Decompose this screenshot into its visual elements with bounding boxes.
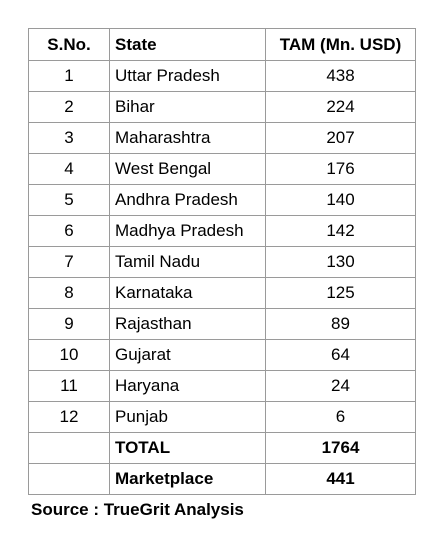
- table-row: 6 Madhya Pradesh 142: [28, 215, 416, 247]
- marketplace-row: Marketplace 441: [28, 463, 416, 495]
- cell-state: Madhya Pradesh: [109, 215, 266, 247]
- cell-tam: 142: [265, 215, 416, 247]
- cell-sno: 6: [28, 215, 110, 247]
- table-row: 1 Uttar Pradesh 438: [28, 60, 416, 92]
- cell-tam: 64: [265, 339, 416, 371]
- table-row: 2 Bihar 224: [28, 91, 416, 123]
- cell-sno: 9: [28, 308, 110, 340]
- table-header-row: S.No. State TAM (Mn. USD): [28, 28, 416, 61]
- cell-state: West Bengal: [109, 153, 266, 185]
- cell-state: Bihar: [109, 91, 266, 123]
- cell-tam: 6: [265, 401, 416, 433]
- table-row: 5 Andhra Pradesh 140: [28, 184, 416, 216]
- header-sno: S.No.: [28, 28, 110, 61]
- cell-sno: 2: [28, 91, 110, 123]
- table-row: 8 Karnataka 125: [28, 277, 416, 309]
- cell-state: Andhra Pradesh: [109, 184, 266, 216]
- cell-sno-empty: [28, 463, 110, 495]
- cell-tam: 207: [265, 122, 416, 154]
- cell-state: Tamil Nadu: [109, 246, 266, 278]
- cell-tam: 140: [265, 184, 416, 216]
- cell-state: Gujarat: [109, 339, 266, 371]
- cell-sno: 12: [28, 401, 110, 433]
- cell-tam: 24: [265, 370, 416, 402]
- table-row: 10 Gujarat 64: [28, 339, 416, 371]
- cell-tam: 438: [265, 60, 416, 92]
- cell-tam: 130: [265, 246, 416, 278]
- total-label: TOTAL: [109, 432, 266, 464]
- marketplace-value: 441: [265, 463, 416, 495]
- cell-sno: 1: [28, 60, 110, 92]
- cell-tam: 125: [265, 277, 416, 309]
- total-value: 1764: [265, 432, 416, 464]
- cell-tam: 176: [265, 153, 416, 185]
- cell-sno: 8: [28, 277, 110, 309]
- cell-state: Rajasthan: [109, 308, 266, 340]
- cell-tam: 89: [265, 308, 416, 340]
- cell-state: Uttar Pradesh: [109, 60, 266, 92]
- cell-sno: 10: [28, 339, 110, 371]
- table-row: 12 Punjab 6: [28, 401, 416, 433]
- header-tam: TAM (Mn. USD): [265, 28, 416, 61]
- table-row: 3 Maharashtra 207: [28, 122, 416, 154]
- cell-state: Maharashtra: [109, 122, 266, 154]
- table-row: 9 Rajasthan 89: [28, 308, 416, 340]
- table-row: 7 Tamil Nadu 130: [28, 246, 416, 278]
- marketplace-label: Marketplace: [109, 463, 266, 495]
- total-row: TOTAL 1764: [28, 432, 416, 464]
- source-note: Source : TrueGrit Analysis: [31, 500, 244, 519]
- cell-tam: 224: [265, 91, 416, 123]
- tam-table: S.No. State TAM (Mn. USD) 1 Uttar Prades…: [28, 28, 416, 495]
- table-row: 4 West Bengal 176: [28, 153, 416, 185]
- cell-sno: 11: [28, 370, 110, 402]
- cell-state: Haryana: [109, 370, 266, 402]
- cell-sno: 7: [28, 246, 110, 278]
- header-state: State: [109, 28, 266, 61]
- cell-sno: 4: [28, 153, 110, 185]
- cell-sno-empty: [28, 432, 110, 464]
- cell-state: Punjab: [109, 401, 266, 433]
- cell-sno: 3: [28, 122, 110, 154]
- table-row: 11 Haryana 24: [28, 370, 416, 402]
- cell-sno: 5: [28, 184, 110, 216]
- cell-state: Karnataka: [109, 277, 266, 309]
